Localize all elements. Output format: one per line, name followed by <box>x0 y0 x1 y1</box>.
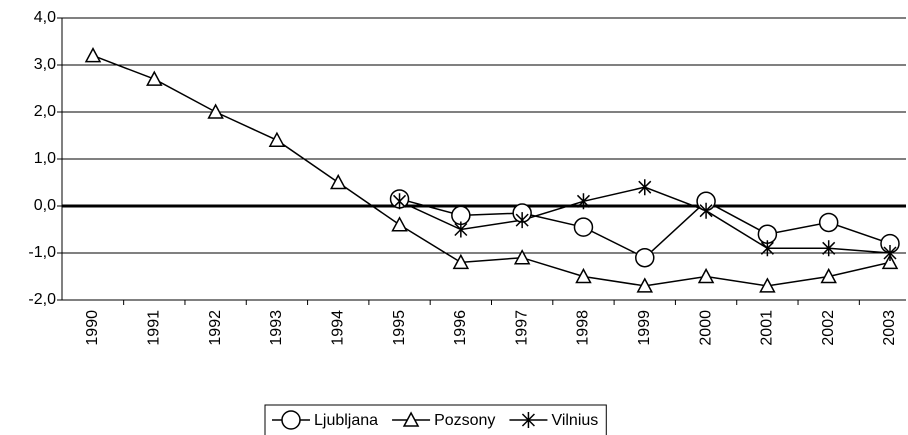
legend-box <box>264 404 607 435</box>
x-tick-label: 1997 <box>513 310 530 346</box>
marker <box>576 193 590 210</box>
x-tick-label: 2003 <box>881 310 898 346</box>
marker <box>699 202 713 219</box>
series-line <box>399 186 891 254</box>
y-tick-label: -1,0 <box>28 244 56 261</box>
marker <box>818 212 839 233</box>
marker <box>635 247 655 268</box>
legend-label: Ljubljana <box>314 412 378 429</box>
marker <box>515 212 529 229</box>
x-tick-label: 2000 <box>697 310 714 346</box>
x-tick-label: 1992 <box>207 310 224 346</box>
marker <box>452 253 470 270</box>
y-tick-label: 0,0 <box>34 197 56 214</box>
marker <box>881 253 899 270</box>
x-tick-label: 1994 <box>329 310 346 346</box>
legend-label: Vilnius <box>551 412 598 429</box>
marker <box>575 267 592 284</box>
marker <box>268 131 286 147</box>
marker <box>636 277 654 293</box>
x-tick-label: 2002 <box>820 310 837 346</box>
marker <box>281 410 301 430</box>
marker <box>760 240 774 257</box>
y-tick-label: 4,0 <box>34 9 56 26</box>
marker <box>573 217 594 237</box>
marker <box>521 412 535 428</box>
marker <box>454 221 468 238</box>
marker <box>393 193 407 210</box>
x-tick-label: 1993 <box>268 310 285 346</box>
y-tick-label: 2,0 <box>34 103 56 120</box>
x-tick-label: 1996 <box>452 310 469 346</box>
x-tick-label: 1995 <box>391 310 408 346</box>
x-tick-label: 1998 <box>575 310 592 346</box>
marker <box>402 411 420 427</box>
marker <box>638 179 652 196</box>
marker <box>207 103 224 119</box>
y-tick-label: -2,0 <box>28 291 56 308</box>
x-tick-label: 2001 <box>759 310 776 346</box>
series-line <box>92 54 891 287</box>
y-tick-label: 3,0 <box>34 56 56 73</box>
marker <box>84 47 102 63</box>
marker <box>513 249 531 265</box>
marker <box>146 70 163 86</box>
x-tick-label: 1990 <box>84 310 101 346</box>
marker <box>883 245 897 261</box>
marker <box>822 240 836 257</box>
marker <box>759 277 776 293</box>
legend-label: Pozsony <box>434 412 495 429</box>
marker <box>820 267 837 284</box>
legend: Ljubljana Pozsony Vilnius <box>264 404 607 435</box>
x-tick-label: 1999 <box>636 310 653 346</box>
marker <box>329 173 347 190</box>
marker <box>697 267 715 284</box>
marker <box>391 216 408 232</box>
y-tick-label: 1,0 <box>34 150 56 167</box>
x-tick-label: 1991 <box>146 310 163 346</box>
